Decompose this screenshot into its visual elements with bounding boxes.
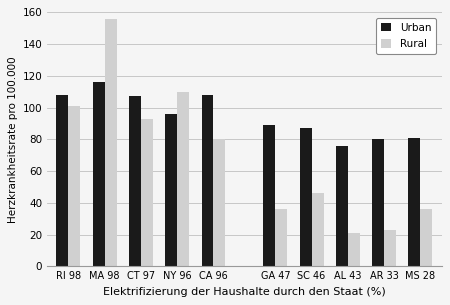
Bar	[141, 119, 153, 266]
Bar	[213, 139, 225, 266]
Bar	[420, 209, 432, 266]
Y-axis label: Herzkrankheitsrate pro 100.000: Herzkrankheitsrate pro 100.000	[9, 56, 18, 223]
Bar	[311, 193, 324, 266]
Bar	[300, 128, 311, 266]
Bar	[348, 233, 360, 266]
Bar	[177, 92, 189, 266]
Bar	[93, 82, 105, 266]
Bar	[68, 106, 81, 266]
Bar	[409, 138, 420, 266]
Bar	[336, 146, 348, 266]
Bar	[105, 19, 117, 266]
Bar	[129, 96, 141, 266]
X-axis label: Elektrifizierung der Haushalte durch den Staat (%): Elektrifizierung der Haushalte durch den…	[103, 287, 386, 297]
Bar	[275, 209, 287, 266]
Bar	[372, 139, 384, 266]
Bar	[57, 95, 68, 266]
Legend: Urban, Rural: Urban, Rural	[376, 18, 436, 54]
Bar	[263, 125, 275, 266]
Bar	[202, 95, 213, 266]
Bar	[384, 230, 396, 266]
Bar	[165, 114, 177, 266]
